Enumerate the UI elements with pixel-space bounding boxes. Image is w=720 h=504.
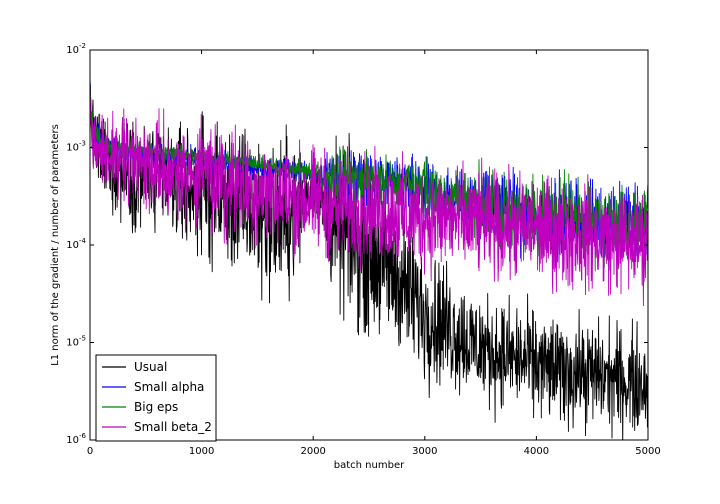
x-tick-label: 2000: [300, 446, 325, 457]
y-tick-label: 10-3: [66, 140, 86, 154]
legend: Usual Small alpha Big eps Small beta_2: [95, 354, 217, 442]
legend-label: Small beta_2: [134, 420, 212, 434]
y-tick-label: 10-6: [66, 432, 86, 446]
ticks-layer: 0 1000 2000 3000 4000 5000 10-6 10-5 10-4 10-3 10-…: [66, 42, 660, 457]
y-tick-label: 10-5: [66, 335, 86, 349]
x-tick-label: 3000: [412, 446, 437, 457]
y-tick-label: 10-4: [66, 237, 86, 251]
series-layer: [90, 75, 648, 440]
x-tick-label: 4000: [524, 446, 549, 457]
legend-label: Big eps: [134, 400, 178, 414]
x-tick-label: 0: [87, 446, 93, 457]
y-tick-label: 10-2: [66, 42, 86, 56]
legend-label: Usual: [134, 360, 167, 374]
x-axis-label: batch number: [334, 460, 405, 471]
x-tick-label: 1000: [189, 446, 214, 457]
series-line-3: [90, 76, 648, 307]
legend-label: Small alpha: [134, 380, 204, 394]
x-tick-label: 5000: [635, 446, 660, 457]
y-axis-label: L1 norm of the gradient / number of para…: [50, 124, 61, 366]
